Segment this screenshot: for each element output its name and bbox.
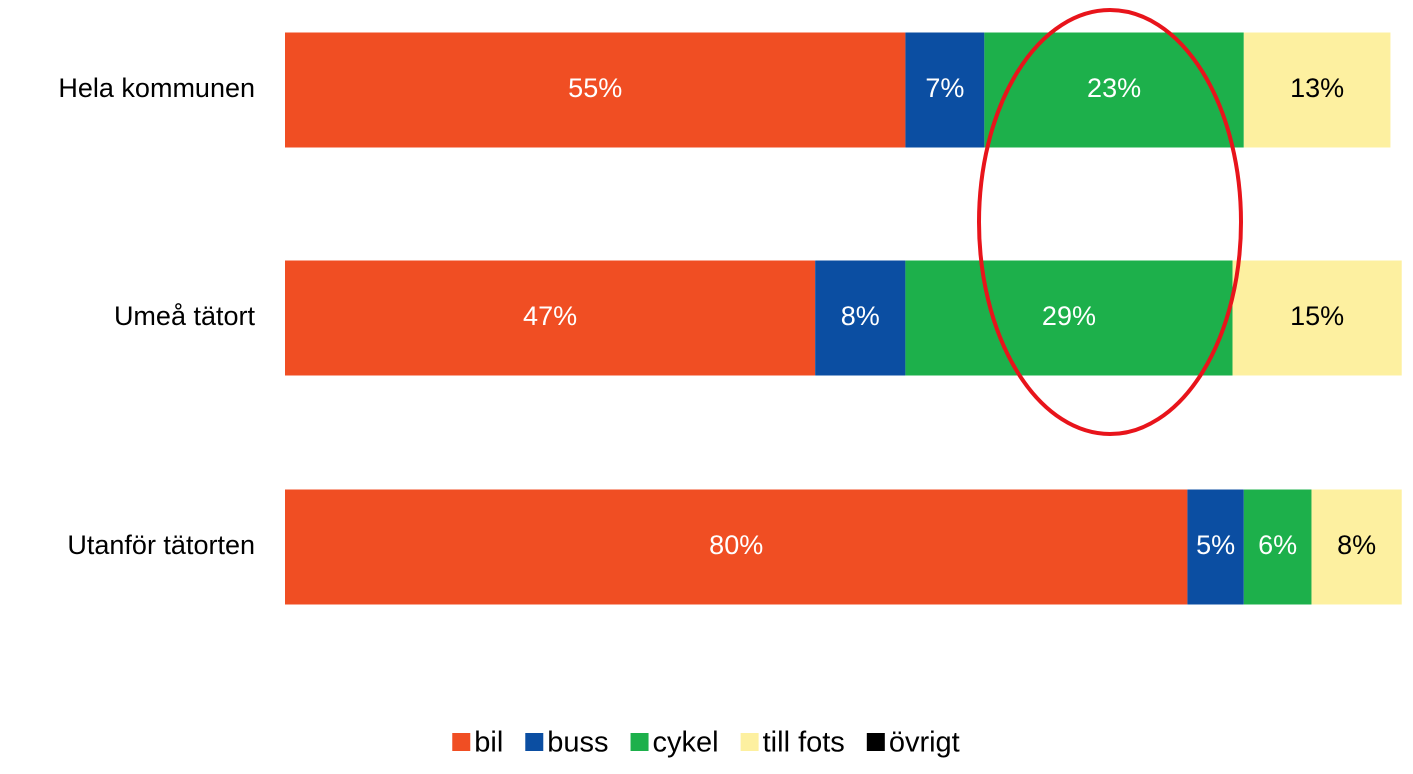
legend-swatch [630, 733, 649, 751]
bar-segment [905, 260, 1233, 376]
legend-swatch [866, 733, 885, 751]
value-label: 23% [1087, 73, 1141, 103]
bar-segment [984, 32, 1244, 148]
value-label: 15% [1290, 301, 1344, 331]
value-label: 6% [1258, 530, 1297, 560]
legend-label: övrigt [889, 727, 960, 759]
category-label: Hela kommunen [58, 73, 255, 103]
category-label: Utanför tätorten [67, 530, 255, 560]
bar-segment [1232, 260, 1402, 376]
value-label: 8% [1337, 530, 1376, 560]
value-label: 13% [1290, 73, 1344, 103]
bar-segment [285, 489, 1188, 605]
legend-swatch [525, 733, 544, 751]
value-label: 80% [709, 530, 763, 560]
bar-segment [1243, 489, 1312, 605]
legend-label: cykel [653, 727, 719, 759]
highlight-ellipse [977, 8, 1243, 436]
value-label: 5% [1196, 530, 1235, 560]
bar-segment [815, 260, 906, 376]
legend: bil buss cykel till fots övrigt [452, 727, 960, 759]
value-label: 7% [925, 73, 964, 103]
value-label: 29% [1042, 301, 1096, 331]
legend-swatch [740, 733, 759, 751]
bar-segment [905, 32, 985, 148]
value-label: 47% [523, 301, 577, 331]
bar-segment [285, 32, 906, 148]
bar-segment [285, 260, 816, 376]
bar-segment [1243, 32, 1391, 148]
legend-label: bil [474, 727, 503, 759]
bar-segment [1311, 489, 1402, 605]
legend-swatch [452, 733, 471, 751]
value-label: 55% [568, 73, 622, 103]
value-label: 8% [841, 301, 880, 331]
bars: Hela kommunen 55% 7% 23% 13% Umeå tätort 47% 8%… [58, 32, 1402, 605]
legend-label: till fots [763, 727, 845, 759]
bar-segment [1187, 489, 1244, 605]
category-label: Umeå tätort [114, 301, 256, 331]
legend-label: buss [547, 727, 608, 759]
